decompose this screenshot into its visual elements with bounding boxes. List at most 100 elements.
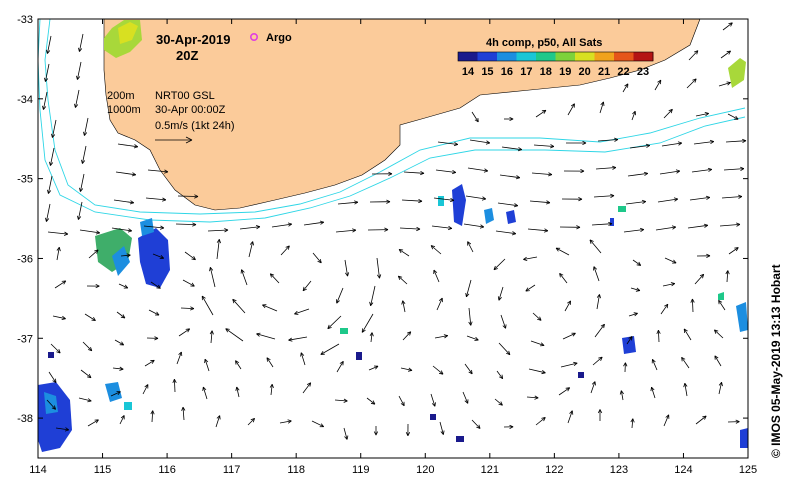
current-arrow [232, 298, 246, 314]
current-arrow [593, 266, 600, 282]
current-arrow [714, 329, 724, 339]
x-tick-label: 117 [223, 464, 241, 476]
current-arrow [117, 143, 139, 149]
colorbar-border [457, 51, 654, 62]
current-arrow [143, 225, 165, 230]
current-arrow [42, 91, 48, 110]
current-arrow [120, 253, 131, 258]
current-arrow [590, 381, 596, 394]
map-date: 30-Apr-2019 [156, 32, 230, 47]
current-arrow [690, 298, 695, 313]
x-tick-label: 124 [674, 464, 692, 476]
current-arrow [172, 379, 177, 393]
y-tick-label: -33 [17, 14, 33, 26]
x-tick-label: 115 [94, 464, 112, 476]
current-arrow [87, 419, 99, 427]
current-arrow [184, 251, 196, 261]
current-vectors [42, 22, 747, 440]
current-arrow [320, 343, 340, 355]
current-arrow [402, 331, 412, 341]
current-arrow [371, 171, 393, 176]
current-arrow [431, 225, 453, 231]
current-arrow [467, 167, 489, 173]
sst-patches [38, 20, 748, 452]
current-arrow [695, 415, 707, 425]
current-arrow [80, 369, 92, 379]
current-arrow [664, 257, 677, 264]
current-arrow [599, 101, 605, 114]
current-arrow [312, 252, 322, 264]
current-arrow [77, 201, 83, 220]
current-arrow [630, 287, 641, 292]
current-arrow [723, 166, 745, 171]
current-arrow [528, 368, 546, 375]
current-arrow [118, 283, 129, 289]
current-arrow [177, 194, 199, 199]
contour-label-200m: 200m [107, 90, 135, 102]
current-arrow [430, 245, 442, 255]
current-arrow [51, 119, 57, 138]
colorbar-tick-label: 14 [462, 66, 475, 78]
current-arrow [631, 110, 636, 121]
current-arrow [695, 112, 709, 117]
current-arrow [398, 395, 405, 407]
colorbar-swatch [516, 52, 537, 61]
current-arrow [719, 222, 741, 227]
current-arrow [209, 267, 216, 288]
current-arrow [464, 363, 473, 375]
current-arrow [532, 312, 542, 321]
current-arrow [116, 311, 126, 319]
x-tick-label: 118 [287, 464, 305, 476]
colorbar-tick-label: 17 [520, 66, 532, 78]
current-arrow [111, 227, 133, 233]
current-arrow [175, 222, 197, 227]
current-arrow [656, 330, 661, 343]
current-arrow [327, 315, 342, 330]
contour-label-1000m: 1000m [107, 104, 141, 116]
current-arrow [468, 307, 473, 326]
current-arrow [689, 195, 711, 201]
current-arrow [728, 247, 739, 255]
y-tick-label: -35 [17, 174, 33, 186]
current-arrow [399, 226, 421, 232]
current-arrow [462, 391, 469, 404]
contour-200m [44, 18, 746, 215]
current-arrow [718, 81, 731, 87]
current-arrow [494, 398, 503, 406]
current-arrow [662, 282, 676, 287]
current-arrow [269, 383, 274, 396]
current-arrow [279, 419, 292, 424]
current-arrow [49, 147, 55, 166]
current-arrow [146, 336, 159, 341]
product-label: NRT00 GSL [155, 90, 215, 102]
current-arrow [152, 253, 164, 259]
current-arrow [369, 285, 376, 307]
current-arrow [44, 63, 50, 82]
current-arrow [650, 386, 656, 399]
current-arrow [597, 137, 619, 142]
current-arrow [530, 340, 545, 347]
current-arrow [337, 200, 359, 205]
current-arrow [302, 280, 312, 292]
current-arrow [526, 395, 539, 400]
x-tick-label: 121 [481, 464, 499, 476]
current-arrow [235, 360, 242, 370]
current-arrow [721, 194, 743, 199]
current-arrow [344, 259, 350, 277]
current-arrow [655, 225, 677, 231]
current-arrow [623, 227, 645, 233]
depth-contours [37, 18, 746, 223]
current-arrow [559, 273, 568, 284]
current-arrow [589, 239, 602, 254]
current-arrow [78, 33, 84, 52]
current-arrow [367, 227, 389, 232]
current-arrow [112, 366, 124, 371]
sst-patch-east [736, 302, 748, 332]
current-arrow [47, 175, 53, 194]
current-arrow [47, 231, 69, 236]
current-arrow [176, 351, 183, 365]
current-arrow [235, 386, 240, 398]
current-arrow [563, 168, 585, 174]
scale-label: 0.5m/s (1kt 24h) [155, 120, 234, 132]
